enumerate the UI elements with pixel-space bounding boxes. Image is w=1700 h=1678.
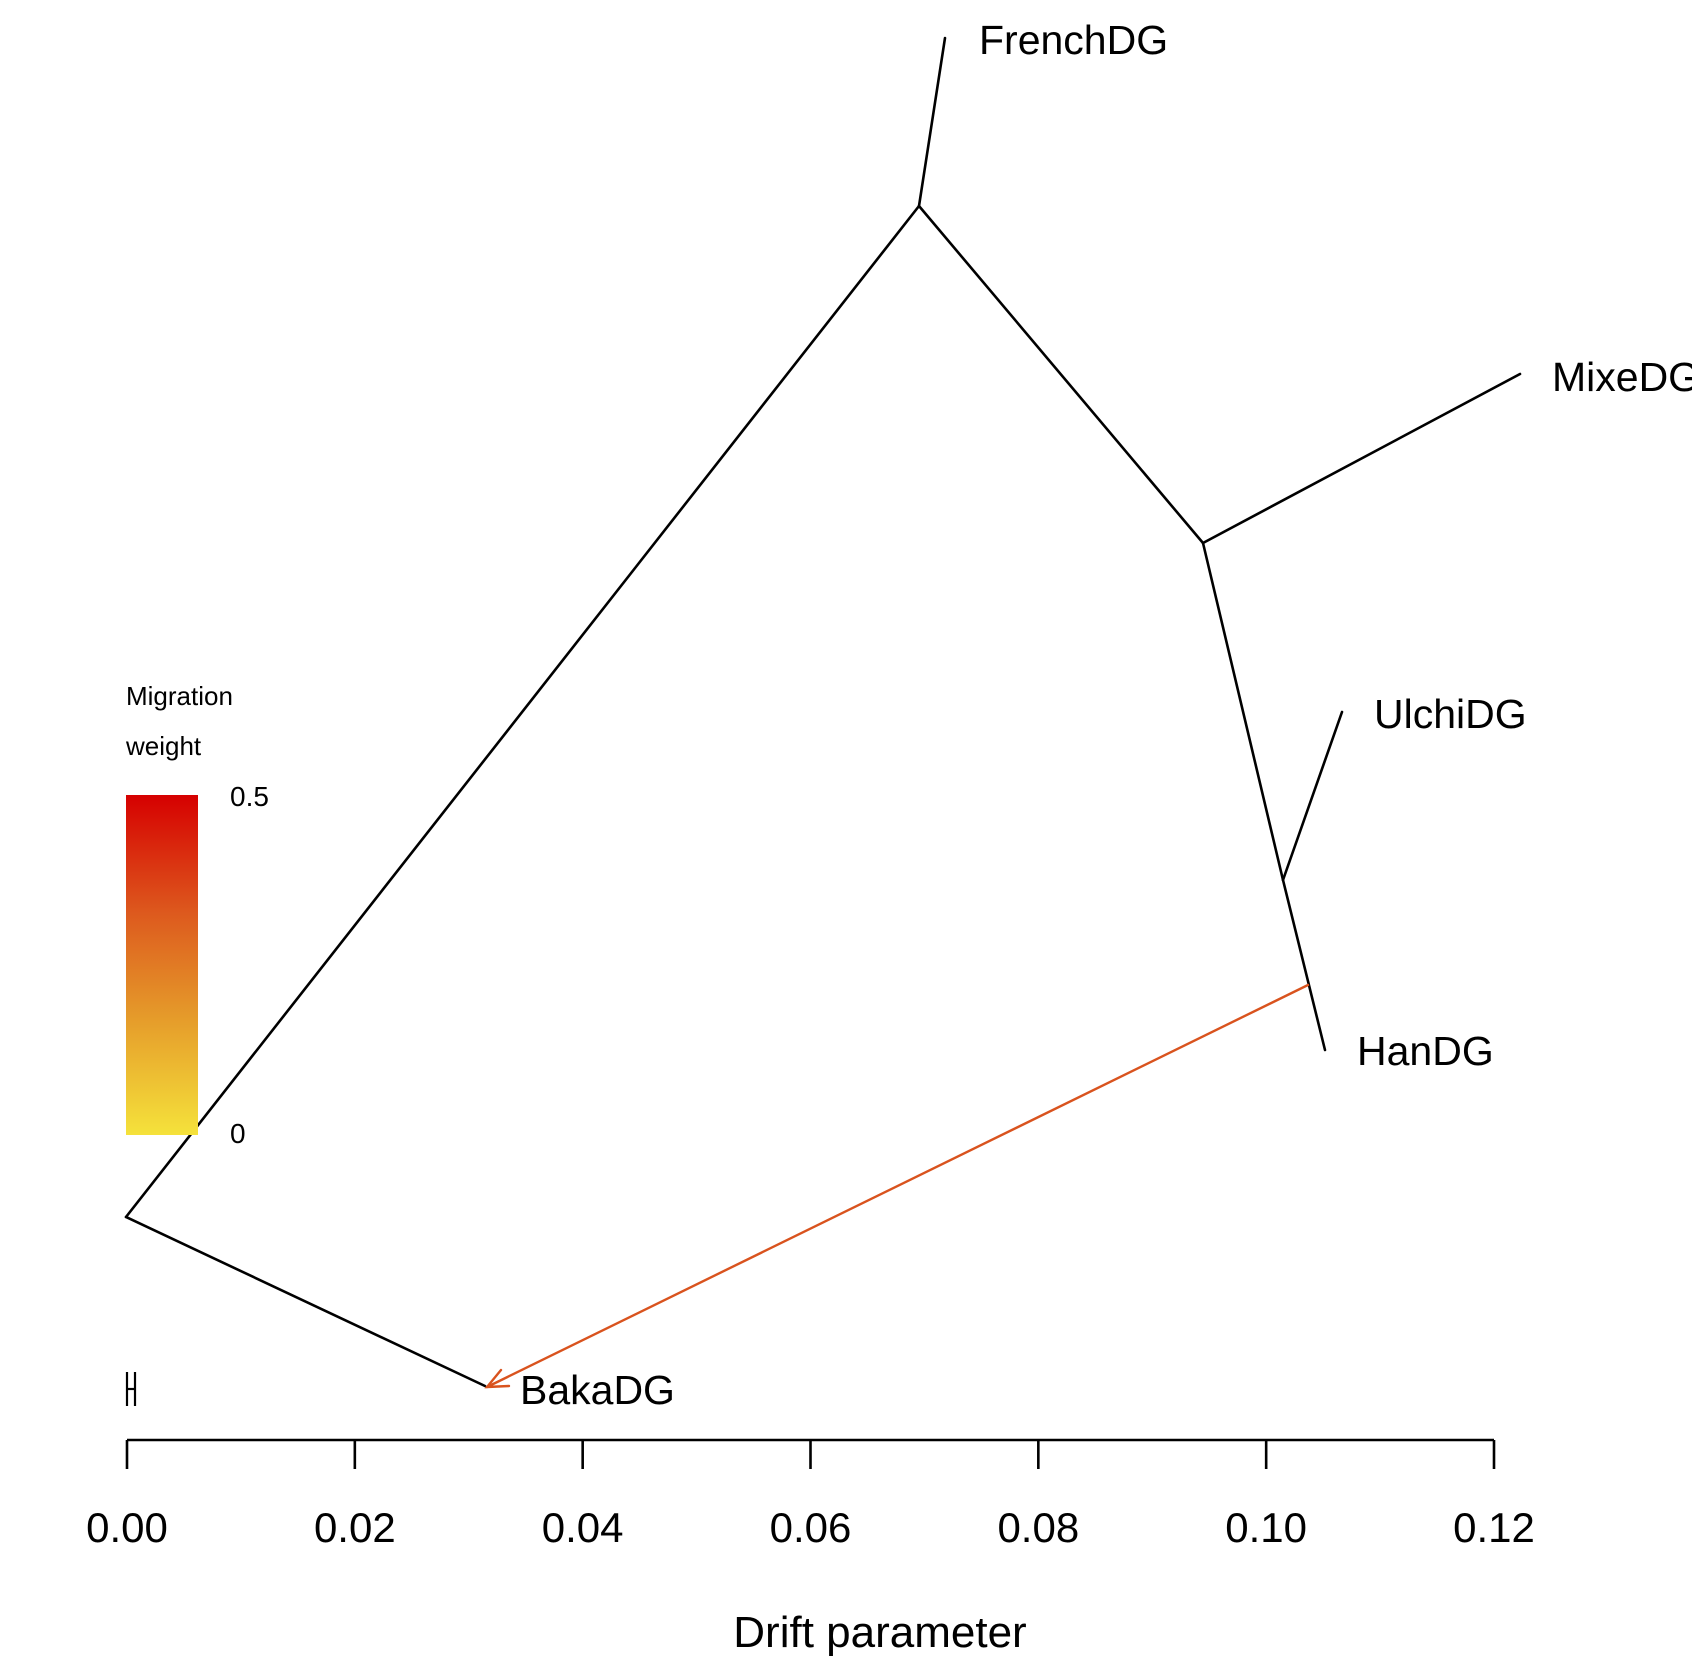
x-axis xyxy=(125,1438,1496,1469)
branch-to-ulchi-node xyxy=(1201,541,1285,882)
migration-edge xyxy=(485,983,1310,1389)
x-tick-label: 0.04 xyxy=(541,1504,624,1551)
legend-color-bar xyxy=(126,795,198,1135)
branch-mixe xyxy=(1201,372,1522,545)
migration-arrowhead xyxy=(484,1368,511,1389)
x-axis-label: Drift parameter xyxy=(733,1608,1027,1657)
branch-root-to-french-node xyxy=(124,204,921,1219)
branch-root-to-baka xyxy=(124,1215,487,1388)
branch-to-asia-node xyxy=(917,204,1205,545)
x-tick-label: 0.12 xyxy=(1453,1504,1535,1551)
legend-title-line1: Migration xyxy=(126,681,233,711)
x-tick-label: 0.02 xyxy=(313,1504,396,1551)
branch-ulchi xyxy=(1281,710,1344,882)
legend-min-label: 0 xyxy=(230,1118,246,1149)
legend-max-label: 0.5 xyxy=(230,781,269,812)
leaf-label-ulchi: UlchiDG xyxy=(1374,691,1527,737)
leaf-label-baka: BakaDG xyxy=(520,1367,675,1413)
migration-arrow xyxy=(484,983,1310,1389)
leaf-label-mixe: MixeDG xyxy=(1552,357,1692,398)
branch-french xyxy=(917,36,947,208)
x-tick-label: 0.00 xyxy=(86,1504,168,1551)
leaf-label-han: HanDG xyxy=(1357,1028,1494,1074)
x-tick-label: 0.06 xyxy=(769,1504,852,1551)
leaf-label-french: FrenchDG xyxy=(979,17,1169,63)
legend-title-line2: weight xyxy=(126,731,202,761)
x-tick-label: 0.08 xyxy=(997,1504,1080,1551)
scale-bar xyxy=(125,1372,137,1406)
tree-branches xyxy=(124,36,1522,1388)
x-tick-label: 0.10 xyxy=(1225,1504,1308,1551)
branch-han xyxy=(1281,878,1327,1052)
